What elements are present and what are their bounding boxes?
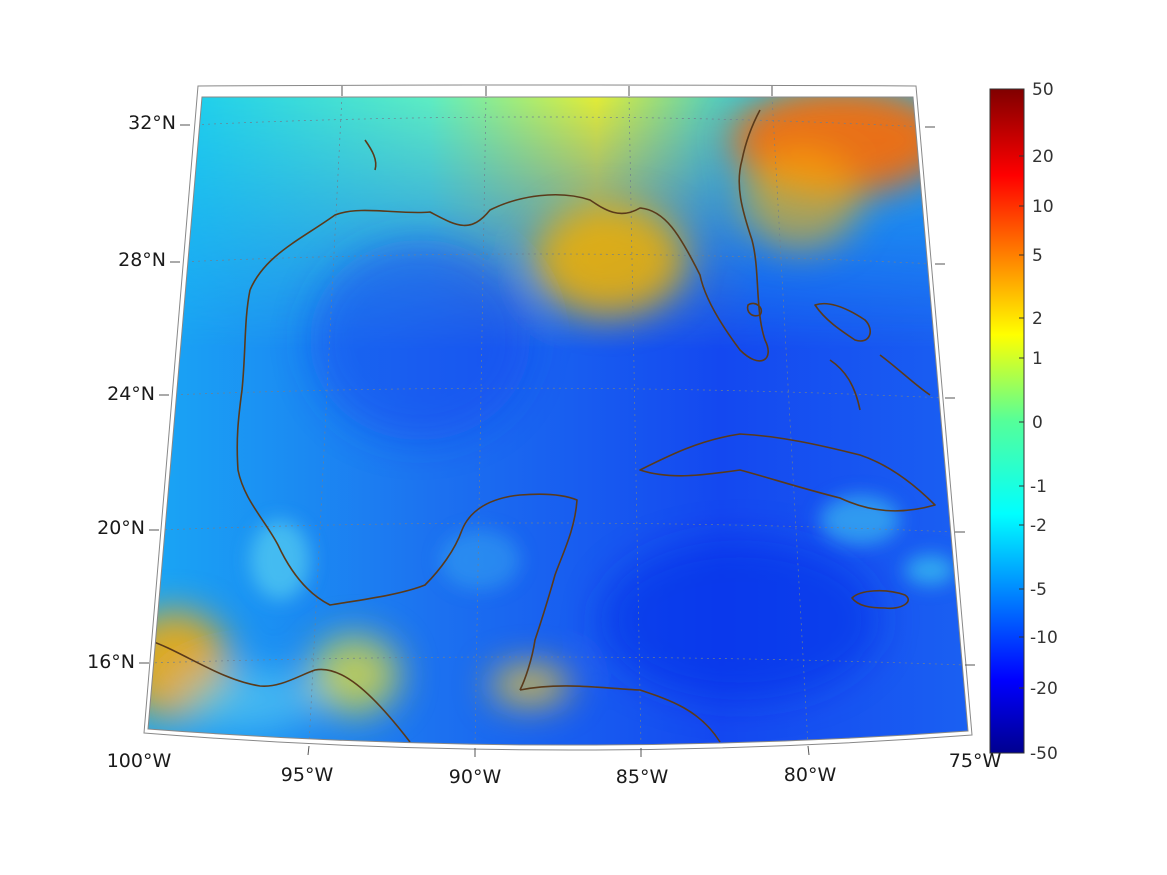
- lat-label-24n: 24°N: [107, 383, 155, 405]
- data-field: [148, 96, 968, 746]
- colorbar-tick-label: 1: [1032, 349, 1043, 369]
- lon-label-75w: 75°W: [949, 750, 1002, 772]
- lon-label-100w: 100°W: [107, 750, 172, 772]
- lon-label-80w: 80°W: [784, 764, 837, 786]
- lon-label-85w: 85°W: [616, 766, 669, 788]
- lat-label-32n: 32°N: [128, 112, 176, 134]
- lon-label-90w: 90°W: [449, 766, 502, 788]
- colorbar-tick-label: -2: [1030, 516, 1047, 536]
- graticule: [148, 96, 966, 746]
- colorbar-tick-label: -10: [1030, 628, 1058, 648]
- colorbar-tick-label: -1: [1030, 477, 1047, 497]
- colorbar-gradient: [989, 88, 1025, 754]
- colorbar-tick-label: -5: [1030, 580, 1047, 600]
- colorbar-tick-label: 10: [1032, 197, 1054, 217]
- colorbar: 50 20 10 5 2 1 0 -1 -2 -5 -10 -20 -50: [989, 80, 1058, 764]
- colorbar-tick-label: 5: [1032, 246, 1043, 266]
- colorbar-tick-label: -20: [1030, 679, 1058, 699]
- lat-label-28n: 28°N: [118, 249, 166, 271]
- colorbar-tick-label: 20: [1032, 147, 1054, 167]
- latitude-labels: 32°N 28°N 24°N 20°N 16°N: [87, 112, 176, 673]
- lon-label-95w: 95°W: [281, 764, 334, 786]
- lat-label-16n: 16°N: [87, 651, 135, 673]
- longitude-labels: 100°W 95°W 90°W 85°W 80°W 75°W: [107, 750, 1002, 788]
- lat-label-20n: 20°N: [97, 517, 145, 539]
- colorbar-tick-label: 50: [1032, 80, 1054, 100]
- colorbar-tick-label: 2: [1032, 309, 1043, 329]
- colorbar-tick-label: 0: [1032, 413, 1043, 433]
- coastlines: [148, 109, 936, 743]
- map-frame: [139, 84, 975, 757]
- colorbar-tick-label: -50: [1030, 744, 1058, 764]
